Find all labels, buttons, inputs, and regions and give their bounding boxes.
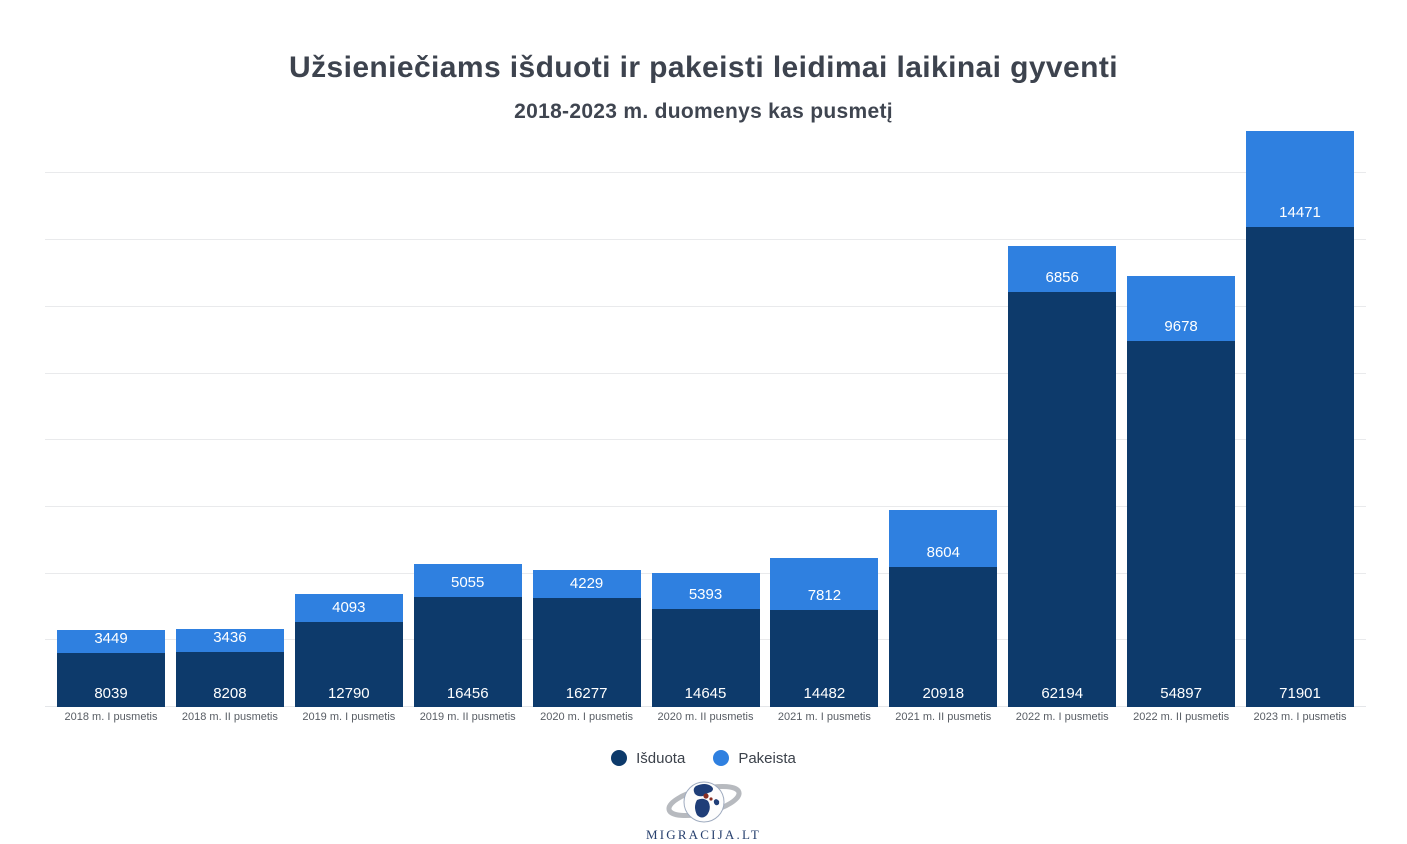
bar-segment-isduota[interactable] bbox=[294, 622, 403, 707]
bar-value-isduota: 12790 bbox=[327, 685, 370, 702]
bar-value-isduota: 8208 bbox=[213, 685, 247, 702]
bar-segment-pakeista[interactable] bbox=[532, 570, 641, 598]
gridline bbox=[45, 239, 1366, 241]
bar-group: 5393 14645 bbox=[651, 573, 760, 707]
bar-segment-isduota[interactable] bbox=[532, 598, 641, 707]
bar-segment-isduota[interactable] bbox=[889, 567, 998, 707]
bar-value-pakeista: 4229 bbox=[569, 575, 604, 592]
bar-segment-pakeista[interactable] bbox=[1008, 246, 1117, 292]
logo-text: MIGRACIJA.LT bbox=[645, 827, 762, 842]
bar-value-pakeista: 5055 bbox=[451, 574, 485, 591]
x-axis-label: 2018 m. I pusmetis bbox=[64, 711, 158, 723]
bar-value-pakeista: 6856 bbox=[1045, 269, 1079, 286]
legend-swatch-isduota-icon bbox=[611, 750, 628, 766]
bar-value-isduota: 14645 bbox=[684, 685, 727, 702]
bar-value-pakeista: 4093 bbox=[332, 599, 366, 616]
bar-segment-pakeista[interactable] bbox=[175, 629, 284, 652]
bar-value-isduota: 20918 bbox=[922, 685, 965, 702]
x-axis-label: 2022 m. I pusmetis bbox=[1015, 711, 1109, 723]
x-axis-label: 2023 m. I pusmetis bbox=[1253, 711, 1347, 723]
migracija-logo: MIGRACIJA.LT bbox=[0, 779, 1407, 843]
bar-segment-isduota[interactable] bbox=[413, 597, 522, 707]
bar-segment-pakeista[interactable] bbox=[57, 630, 165, 653]
bar-value-pakeista: 3436 bbox=[213, 629, 247, 646]
x-axis-label: 2019 m. I pusmetis bbox=[302, 711, 396, 723]
chart-subtitle: 2018-2023 m. duomenys kas pusmetį bbox=[514, 100, 893, 123]
bar-segment-isduota[interactable] bbox=[175, 652, 284, 707]
x-axis-label: 2018 m. II pusmetis bbox=[181, 711, 278, 723]
bar-value-pakeista: 5393 bbox=[688, 586, 723, 603]
bar-segment-pakeista[interactable] bbox=[1246, 131, 1354, 227]
bar-segment-isduota[interactable] bbox=[770, 610, 879, 707]
chart-title: Užsieniečiams išduoti ir pakeisti leidim… bbox=[289, 51, 1118, 84]
bar-group: 6856 62194 bbox=[1008, 246, 1117, 707]
bar-value-isduota: 8039 bbox=[94, 685, 128, 702]
bar-value-pakeista: 9678 bbox=[1164, 318, 1198, 335]
x-axis: 2018 m. I pusmetis 2018 m. II pusmetis 201… bbox=[45, 711, 1366, 727]
bar-group: 7812 14482 bbox=[770, 558, 879, 707]
bar-group: 3449 8039 bbox=[57, 630, 165, 707]
bar-value-pakeista: 8604 bbox=[926, 544, 960, 561]
gridline bbox=[45, 372, 1366, 374]
bar-value-isduota: 54897 bbox=[1160, 685, 1202, 702]
globe-icon bbox=[665, 781, 742, 823]
legend-item-pakeista[interactable]: Pakeista bbox=[713, 750, 796, 767]
bar-value-pakeista: 14471 bbox=[1279, 204, 1321, 221]
legend-swatch-pakeista-icon bbox=[713, 750, 730, 766]
bar-group: 8604 20918 bbox=[889, 510, 998, 707]
x-axis-label: 2021 m. I pusmetis bbox=[777, 711, 871, 723]
bar-segment-pakeista[interactable] bbox=[1127, 276, 1236, 341]
bar-value-pakeista: 7812 bbox=[807, 587, 842, 604]
gridline bbox=[45, 439, 1366, 441]
bar-value-isduota: 16277 bbox=[565, 685, 608, 702]
bar-segment-isduota[interactable] bbox=[57, 653, 165, 707]
bar-group: 4229 16277 bbox=[532, 570, 641, 707]
bar-segment-isduota[interactable] bbox=[1008, 292, 1117, 707]
x-axis-label: 2020 m. I pusmetis bbox=[540, 711, 634, 723]
legend-item-isduota[interactable]: Išduota bbox=[611, 750, 685, 767]
bar-value-isduota: 62194 bbox=[1041, 685, 1084, 702]
bar-segment-isduota[interactable] bbox=[1246, 227, 1354, 707]
bar-group: 3436 8208 bbox=[175, 629, 284, 707]
bar-segment-pakeista[interactable] bbox=[770, 558, 879, 610]
bar-value-isduota: 14482 bbox=[803, 685, 846, 702]
legend: Išduota Pakeista bbox=[0, 748, 1407, 768]
bar-segment-isduota[interactable] bbox=[1127, 341, 1236, 707]
bar-segment-isduota[interactable] bbox=[651, 609, 760, 707]
legend-label-pakeista: Pakeista bbox=[738, 749, 796, 767]
x-axis-label: 2022 m. II pusmetis bbox=[1133, 711, 1230, 723]
bar-segment-pakeista[interactable] bbox=[651, 573, 760, 609]
x-axis-label: 2020 m. II pusmetis bbox=[657, 711, 754, 723]
bar-value-isduota: 71901 bbox=[1279, 685, 1321, 702]
legend-label-isduota: Išduota bbox=[636, 749, 686, 767]
bar-segment-pakeista[interactable] bbox=[413, 564, 522, 597]
gridline bbox=[45, 505, 1366, 507]
plot-area: 3449 8039 3436 8208 4093 12790 5055 16456 4229 16… bbox=[45, 130, 1366, 707]
bar-segment-pakeista[interactable] bbox=[889, 510, 998, 567]
bar-value-pakeista: 3449 bbox=[94, 630, 128, 647]
x-axis-label: 2019 m. II pusmetis bbox=[419, 711, 516, 723]
bar-group: 4093 12790 bbox=[294, 594, 403, 707]
gridline bbox=[45, 305, 1366, 307]
bar-group: 14471 71901 bbox=[1246, 131, 1354, 707]
bar-value-isduota: 16456 bbox=[446, 685, 489, 702]
gridline bbox=[45, 172, 1366, 174]
bar-group: 5055 16456 bbox=[413, 564, 522, 707]
bar-group: 9678 54897 bbox=[1127, 276, 1236, 707]
x-axis-label: 2021 m. II pusmetis bbox=[895, 711, 992, 723]
bar-segment-pakeista[interactable] bbox=[294, 594, 403, 622]
